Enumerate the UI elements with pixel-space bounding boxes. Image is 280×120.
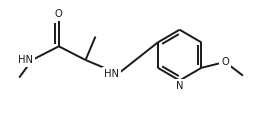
Text: HN: HN xyxy=(18,55,33,65)
Text: HN: HN xyxy=(104,69,119,79)
Text: O: O xyxy=(221,57,229,67)
Text: O: O xyxy=(55,9,63,19)
Text: N: N xyxy=(176,81,183,91)
